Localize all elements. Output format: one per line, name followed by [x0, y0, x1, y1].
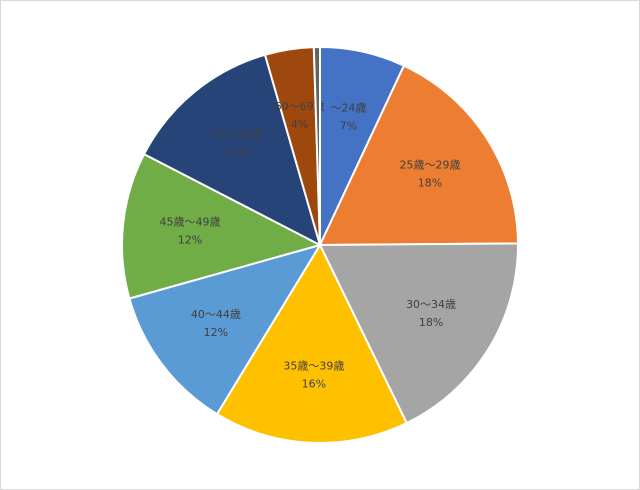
- slice-value-label: 18%: [419, 316, 443, 329]
- slice-label: ～24歳: [330, 101, 366, 114]
- pie-slice: [215, 242, 409, 444]
- pie-slice: [312, 45, 321, 246]
- pie-slice: [121, 152, 323, 300]
- slice-label: 50～59歳: [212, 128, 262, 141]
- slice-value-label: 13%: [225, 146, 249, 159]
- pie-slice: [318, 64, 520, 247]
- slice-label: 25歳～29歳: [399, 158, 460, 171]
- pie-slice: [142, 53, 322, 247]
- slice-value-label: 4%: [291, 118, 308, 131]
- slice-value-label: 16%: [302, 378, 326, 391]
- pie-slice: [128, 243, 323, 416]
- slice-label: 45歳～49歳: [159, 216, 220, 229]
- slice-label: 60～69歳: [275, 100, 325, 113]
- pie-slice: [318, 242, 519, 425]
- slice-label: 30～34歳: [406, 298, 456, 311]
- slice-value-label: 18%: [418, 176, 442, 189]
- slice-value-label: 7%: [340, 119, 357, 132]
- slice-label: 35歳～39歳: [283, 360, 344, 373]
- slice-value-label: 12%: [204, 326, 228, 339]
- slice-label: 40～44歳: [191, 308, 241, 321]
- slice-value-label: 12%: [178, 234, 202, 247]
